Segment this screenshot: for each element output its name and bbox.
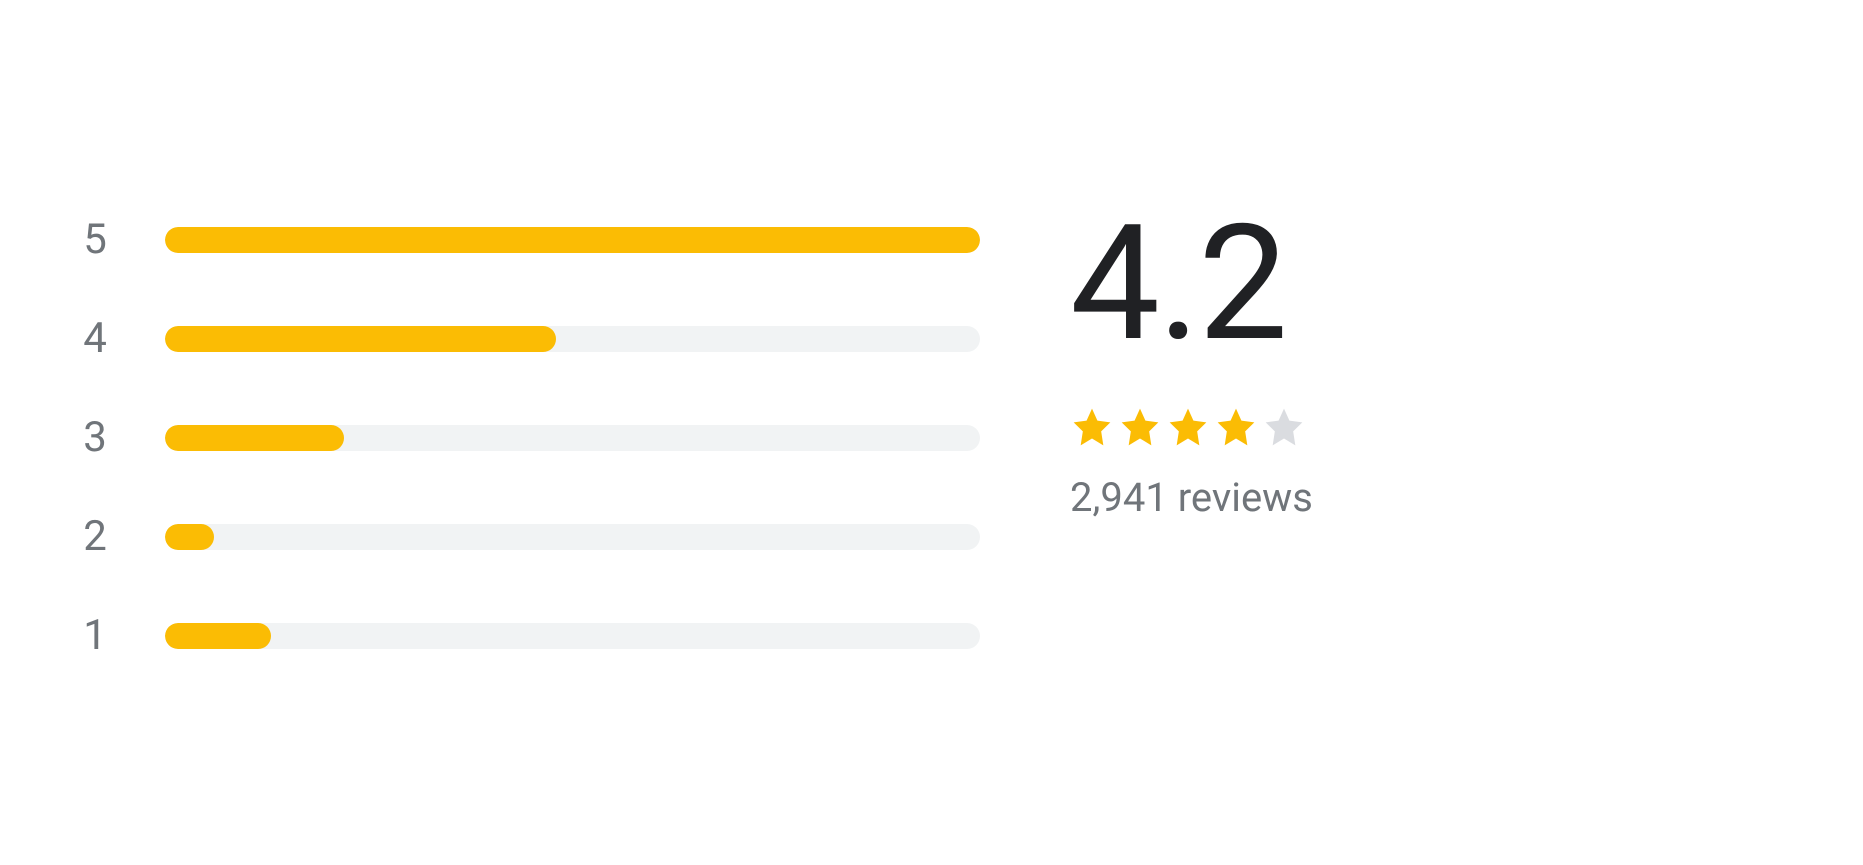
star-icon-3 (1166, 405, 1210, 449)
rating-bar-row-2: 2 (80, 512, 980, 561)
rating-score: 4.2 (1070, 205, 1286, 365)
rating-label-5: 5 (80, 215, 110, 264)
rating-label-1: 1 (80, 611, 110, 660)
rating-score-block: 4.2 2,941 reviews (1070, 205, 1313, 521)
rating-bar-row-3: 3 (80, 413, 980, 462)
rating-label-4: 4 (80, 314, 110, 363)
rating-bar-row-5: 5 (80, 215, 980, 264)
stars-row (1070, 405, 1306, 449)
rating-summary: 5 4 3 2 1 (80, 205, 1313, 660)
rating-label-3: 3 (80, 413, 110, 462)
bar-fill-2 (165, 524, 214, 550)
reviews-count: 2,941 reviews (1070, 474, 1313, 521)
bar-track-2 (165, 524, 980, 550)
star-icon-1 (1070, 405, 1114, 449)
bar-fill-3 (165, 425, 344, 451)
bar-fill-5 (165, 227, 980, 253)
rating-bar-row-4: 4 (80, 314, 980, 363)
star-icon-5 (1262, 405, 1306, 449)
rating-bar-row-1: 1 (80, 611, 980, 660)
bar-fill-1 (165, 623, 271, 649)
bar-track-5 (165, 227, 980, 253)
star-icon-4 (1214, 405, 1258, 449)
bar-track-1 (165, 623, 980, 649)
bar-track-4 (165, 326, 980, 352)
bar-track-3 (165, 425, 980, 451)
rating-bars: 5 4 3 2 1 (80, 205, 980, 660)
rating-label-2: 2 (80, 512, 110, 561)
star-icon-2 (1118, 405, 1162, 449)
bar-fill-4 (165, 326, 556, 352)
